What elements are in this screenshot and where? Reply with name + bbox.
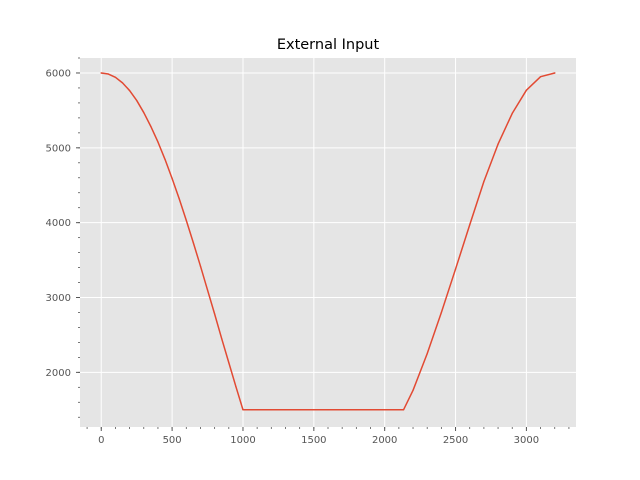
data-point — [114, 76, 117, 78]
axis-ticks — [76, 57, 570, 431]
data-point — [251, 409, 254, 411]
data-point — [242, 409, 244, 411]
data-point — [284, 409, 287, 411]
data-point — [185, 219, 187, 222]
x-tick-label: 1000 — [230, 435, 255, 446]
data-point — [299, 409, 301, 411]
data-point — [157, 141, 159, 143]
x-tick-label: 2500 — [443, 435, 468, 446]
x-tick-label: 0 — [98, 435, 104, 446]
data-point — [554, 72, 556, 74]
data-point — [469, 224, 471, 226]
x-tick-label: 3000 — [514, 435, 539, 446]
data-point — [214, 313, 216, 315]
data-point — [313, 409, 315, 411]
data-point — [164, 158, 166, 161]
tick-labels: 0 500 1000 1500 2000 2500 3000 2000 3000 4000 5000… — [46, 68, 540, 446]
data-point — [136, 99, 138, 102]
y-tick-label: 2000 — [46, 368, 71, 379]
x-tick-label: 1500 — [301, 435, 326, 446]
data-point — [107, 73, 109, 75]
data-point — [129, 89, 131, 92]
data-point — [440, 311, 442, 314]
data-point — [221, 338, 223, 340]
data-point — [327, 409, 329, 411]
data-point — [384, 409, 386, 411]
data-point — [235, 385, 237, 388]
data-point — [171, 177, 173, 180]
data-point — [483, 180, 485, 183]
x-tick-label: 500 — [163, 435, 182, 446]
x-tick-label: 2000 — [372, 435, 397, 446]
data-point — [228, 362, 230, 364]
y-tick-label: 6000 — [46, 68, 71, 79]
data-point — [150, 125, 152, 128]
data-point — [525, 89, 528, 91]
data-point — [511, 112, 513, 114]
grid — [80, 58, 576, 427]
y-tick-label: 4000 — [46, 218, 71, 229]
data-point — [497, 143, 499, 145]
data-point — [412, 389, 414, 391]
data-point — [369, 409, 372, 411]
data-point — [355, 409, 357, 411]
data-point — [121, 82, 124, 84]
series — [100, 72, 556, 411]
data-point — [178, 198, 180, 200]
data-point — [143, 111, 145, 114]
data-point — [192, 242, 194, 244]
plot-area — [80, 58, 576, 427]
data-point — [539, 76, 542, 78]
data-point — [402, 409, 405, 411]
chart-title: External Input — [277, 37, 380, 53]
y-tick-label: 5000 — [46, 143, 71, 154]
y-tick-label: 3000 — [46, 293, 71, 304]
data-point — [206, 289, 209, 291]
series-line — [100, 72, 556, 411]
data-point — [256, 409, 258, 411]
data-point — [341, 409, 343, 411]
data-point — [454, 268, 457, 270]
data-point — [426, 353, 428, 355]
data-point — [199, 265, 202, 267]
data-point — [100, 72, 102, 74]
data-point — [270, 409, 272, 411]
